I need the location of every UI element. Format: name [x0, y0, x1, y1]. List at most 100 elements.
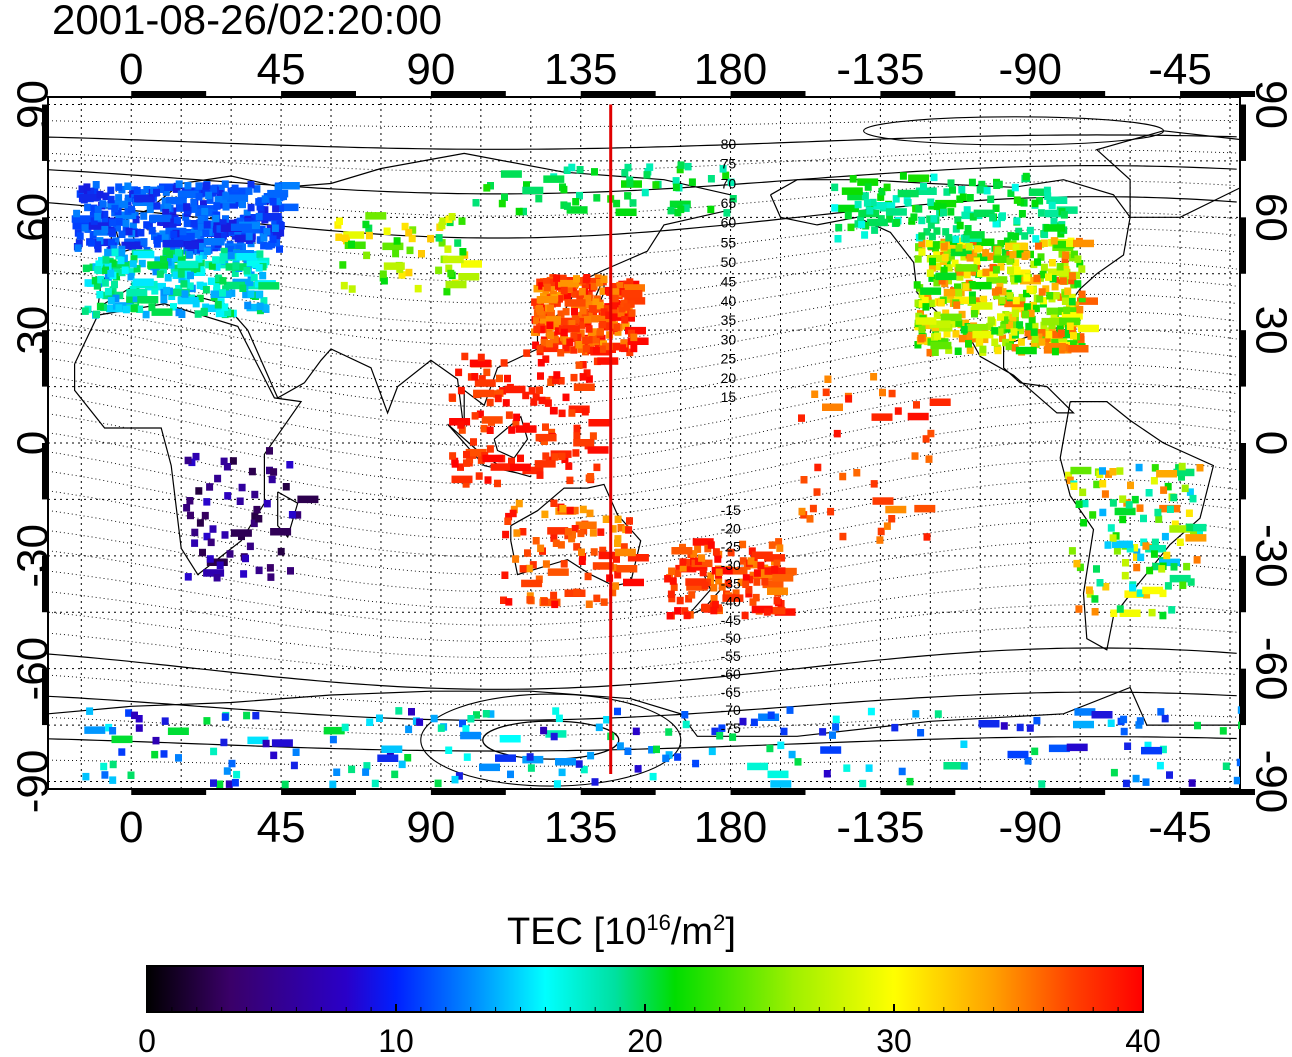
tec-cell — [166, 250, 174, 259]
tec-cell — [878, 187, 886, 196]
tec-cell — [203, 221, 211, 229]
tec-cell — [532, 393, 540, 401]
tec-cell — [547, 331, 554, 339]
tec-cell — [234, 234, 256, 243]
tec-cell — [447, 269, 455, 278]
tec-cell — [233, 770, 241, 779]
tec-cell — [1091, 595, 1099, 603]
tec-cell — [1096, 579, 1104, 587]
tec-cell — [1157, 708, 1165, 716]
tec-cell — [522, 186, 544, 195]
tec-cell — [1150, 477, 1158, 485]
tec-cell — [269, 235, 277, 243]
tec-cell — [1093, 480, 1101, 489]
tec-cell — [669, 577, 677, 585]
magnetic-latitude-contour — [48, 180, 1237, 217]
tec-cell — [762, 580, 784, 589]
tec-cell — [1036, 295, 1044, 303]
tec-cell — [570, 373, 578, 382]
top-lon-tick-label: -45 — [1148, 45, 1212, 94]
magnetic-latitude-label: -40 — [721, 594, 741, 610]
tec-cell — [1015, 227, 1023, 236]
tec-cell — [955, 319, 963, 327]
tec-cell — [1070, 466, 1092, 475]
tec-cell — [109, 219, 117, 227]
tec-cell — [563, 202, 571, 210]
tec-cell — [107, 186, 115, 195]
tec-cell — [575, 760, 583, 768]
tec-cell — [970, 249, 978, 257]
tec-cell — [942, 228, 950, 236]
tec-cell — [547, 568, 569, 576]
tec-cell — [216, 561, 224, 569]
tec-cell — [1040, 296, 1048, 305]
tec-cell — [540, 726, 548, 735]
tec-cell — [879, 388, 886, 397]
tec-cell — [190, 220, 198, 228]
tec-cell — [667, 206, 675, 215]
tec-cell — [500, 359, 508, 367]
tec-cell — [764, 554, 786, 562]
tec-cell — [1079, 488, 1087, 497]
tec-cell — [223, 463, 231, 471]
tec-cell — [255, 198, 263, 206]
tec-cell — [1066, 239, 1073, 248]
tec-cell — [1039, 270, 1047, 279]
tec-cell — [596, 301, 604, 310]
tec-cell — [569, 289, 577, 297]
tec-cell — [170, 303, 177, 311]
tec-cell — [1171, 520, 1179, 528]
tec-cell — [140, 212, 148, 220]
tec-cell — [122, 219, 130, 227]
tec-cell — [151, 750, 159, 759]
tec-cell — [1132, 774, 1140, 783]
tec-cell — [914, 504, 936, 513]
tec-cell — [632, 727, 640, 736]
tec-cell — [866, 207, 874, 215]
tec-cell — [932, 241, 940, 249]
tec-cell — [578, 277, 586, 285]
tec-cell — [866, 218, 888, 227]
tec-cell — [524, 549, 531, 557]
tec-cell — [194, 310, 202, 318]
tec-cell — [271, 220, 279, 228]
tec-cell — [115, 194, 123, 202]
tec-cell — [1164, 582, 1172, 590]
tec-cell — [1101, 490, 1109, 498]
tec-cell — [1012, 296, 1020, 305]
tec-cell — [798, 414, 805, 422]
tec-cell — [588, 336, 596, 344]
tec-cell — [115, 183, 123, 191]
tec-cell — [269, 198, 277, 206]
tec-data-cells — [71, 161, 1240, 789]
tec-cell — [186, 251, 194, 259]
tec-cell — [395, 707, 403, 715]
tec-cell — [76, 232, 84, 240]
tec-cell — [998, 296, 1006, 304]
tec-cell — [996, 328, 1004, 336]
tec-cell — [593, 594, 601, 603]
tec-cell — [676, 165, 684, 174]
tec-cell — [923, 533, 931, 541]
tec-cell — [737, 578, 745, 587]
tec-cell — [560, 560, 568, 568]
tec-cell — [579, 505, 587, 514]
tec-cell — [908, 174, 930, 182]
tec-cell — [603, 716, 611, 724]
tec-cell — [747, 762, 769, 771]
tec-cell — [252, 711, 260, 720]
tec-cell — [437, 724, 445, 732]
tec-cell — [616, 281, 624, 290]
magnetic-latitude-contour — [48, 260, 1237, 325]
tec-cell — [523, 181, 530, 189]
tec-cell — [1011, 183, 1019, 192]
tec-cell — [1013, 217, 1021, 225]
tec-cell — [247, 181, 255, 189]
tec-cell — [1031, 199, 1039, 208]
tec-cell — [505, 411, 513, 419]
tec-cell — [1190, 528, 1197, 536]
tec-cell — [227, 245, 235, 254]
tec-cell — [381, 745, 403, 753]
tec-cell — [742, 574, 750, 582]
tec-cell — [939, 203, 947, 211]
